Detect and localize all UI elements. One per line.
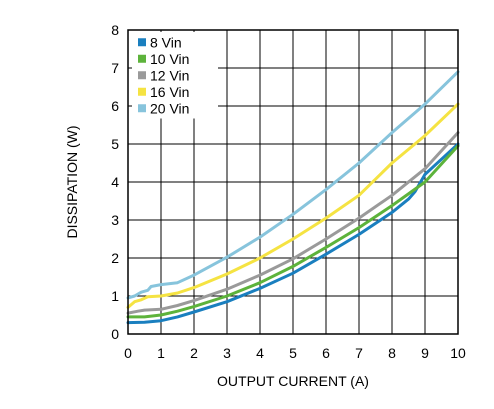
plot-frame (127, 29, 459, 335)
x-tick-label: 0 (124, 345, 132, 361)
x-tick-label: 3 (223, 345, 231, 361)
x-tick-label: 2 (190, 345, 198, 361)
legend-label: 20 Vin (150, 100, 189, 116)
legend-background (132, 32, 218, 119)
y-axis-title: DISSIPATION (W) (64, 125, 80, 238)
series-lines (126, 70, 460, 325)
legend-label: 12 Vin (150, 67, 189, 83)
y-tick-label: 6 (111, 98, 119, 114)
legend-label: 8 Vin (150, 34, 182, 50)
y-tick-label: 8 (111, 22, 119, 38)
x-tick-label: 10 (450, 345, 466, 361)
legend-swatch (138, 54, 146, 63)
x-tick-label: 5 (289, 345, 297, 361)
legend-label: 16 Vin (150, 84, 189, 100)
x-tick-label: 7 (355, 345, 363, 361)
y-tick-label: 7 (111, 60, 119, 76)
legend-swatch (138, 38, 146, 47)
x-tick-label: 1 (157, 345, 165, 361)
x-tick-label: 8 (388, 345, 396, 361)
y-tick-label: 0 (111, 326, 119, 342)
y-tick-label: 1 (111, 288, 119, 304)
series-line (126, 131, 460, 315)
legend-label: 10 Vin (150, 51, 189, 67)
x-axis-title: OUTPUT CURRENT (A) (217, 373, 369, 389)
series-line (126, 70, 460, 300)
y-tick-label: 5 (111, 136, 119, 152)
legend-swatch (138, 71, 146, 80)
y-tick-labels: 0 1 2 3 4 5 6 7 8 (111, 22, 119, 342)
y-tick-label: 2 (111, 250, 119, 266)
series-line (126, 144, 460, 319)
legend-swatch (138, 104, 146, 113)
x-tick-labels: 0 1 2 3 4 5 6 7 8 9 10 (124, 345, 466, 361)
y-tick-label: 4 (111, 174, 119, 190)
series-line (126, 102, 460, 309)
x-tick-label: 6 (322, 345, 330, 361)
y-tick-label: 3 (111, 212, 119, 228)
x-tick-label: 9 (421, 345, 429, 361)
series-line (126, 142, 460, 325)
legend-swatch (138, 87, 146, 96)
x-tick-label: 4 (256, 345, 264, 361)
